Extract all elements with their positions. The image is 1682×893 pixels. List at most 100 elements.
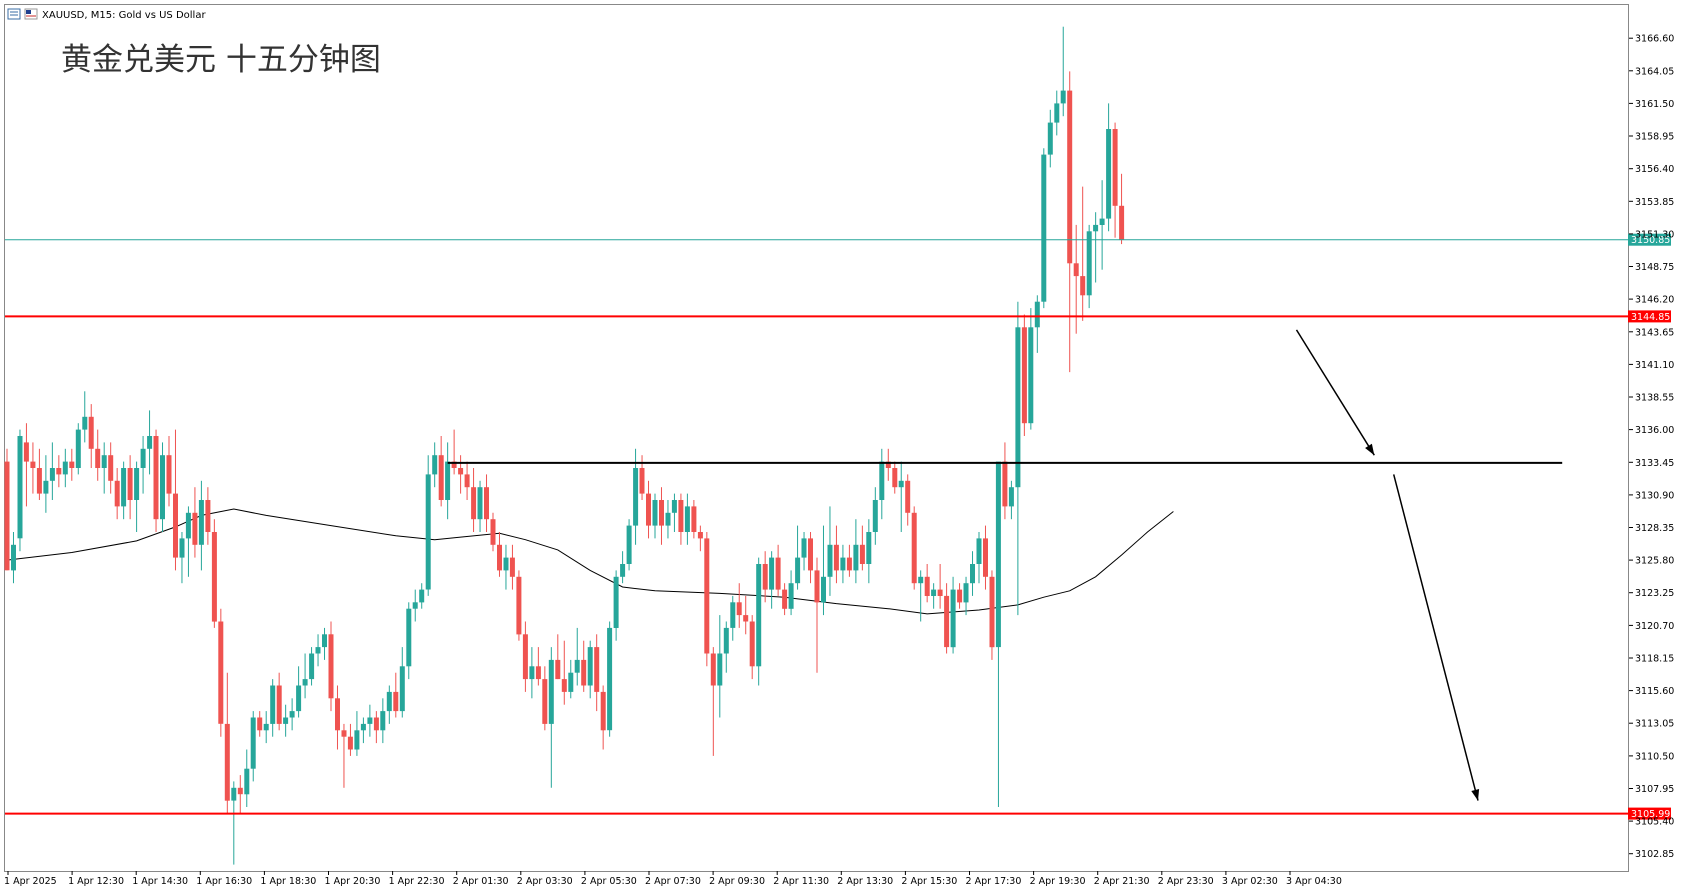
- y-tick-label: 3143.65: [1635, 327, 1674, 338]
- candle-body: [892, 468, 898, 488]
- current-price-tag: [1628, 233, 1671, 246]
- candle: [4, 448, 10, 571]
- flag-icon: [24, 8, 38, 20]
- candle: [736, 583, 742, 628]
- candle-body: [484, 487, 489, 520]
- time-axis[interactable]: 1 Apr 2025 1 Apr 12:30 1 Apr 14:30 1 Apr 16…: [4, 871, 1342, 887]
- price-axis[interactable]: 3166.60 3164.05 3161.50 3158.95 3156.40 3153.…: [1629, 34, 1674, 861]
- candle-body: [574, 659, 580, 673]
- candle: [704, 532, 710, 667]
- candle-body: [153, 436, 159, 520]
- candle: [717, 615, 723, 718]
- candle: [905, 474, 911, 526]
- candle-body: [1008, 487, 1014, 507]
- candle: [134, 461, 140, 532]
- candle: [626, 519, 632, 571]
- candle: [432, 442, 438, 488]
- candle-body: [522, 634, 528, 680]
- candle: [691, 500, 697, 539]
- candle-body: [827, 544, 833, 577]
- candle-body: [944, 595, 950, 648]
- candle: [827, 506, 833, 596]
- candle-body: [535, 666, 541, 680]
- candle: [555, 634, 561, 680]
- candle: [678, 493, 684, 545]
- candle: [166, 436, 172, 507]
- candle-body: [211, 532, 217, 622]
- price-tag-label: 3150.85: [1631, 235, 1670, 246]
- candle: [160, 442, 165, 532]
- candle: [328, 621, 334, 712]
- candle: [205, 487, 211, 545]
- candle: [1047, 109, 1053, 168]
- candle: [1086, 224, 1092, 309]
- candle: [451, 429, 457, 475]
- candle: [989, 570, 995, 660]
- candle-body: [360, 723, 366, 731]
- candle: [568, 659, 574, 699]
- candle-body: [937, 589, 943, 596]
- candle: [963, 576, 969, 616]
- candle-body: [626, 525, 632, 564]
- x-tick-label: 3 Apr 02:30: [1222, 876, 1278, 887]
- x-tick-label: 1 Apr 2025: [4, 876, 57, 887]
- candle: [354, 711, 360, 756]
- candle: [859, 525, 865, 571]
- candle: [957, 583, 963, 609]
- candle-body: [160, 455, 165, 520]
- arrow-shaft: [1295, 329, 1375, 456]
- y-tick-label: 3146.20: [1635, 295, 1674, 306]
- plot-area[interactable]: [4, 4, 1629, 872]
- candle-body: [983, 538, 988, 577]
- candle-body: [289, 711, 295, 718]
- y-tick-label: 3130.90: [1635, 490, 1674, 501]
- candle: [302, 653, 308, 699]
- candle: [393, 672, 399, 718]
- candle-body: [399, 666, 405, 712]
- candle-body: [503, 557, 509, 571]
- candle-body: [1054, 103, 1060, 123]
- candle: [257, 711, 263, 737]
- down-arrow[interactable]: [1392, 474, 1480, 801]
- key-level-tag: [1628, 807, 1671, 820]
- chart-window-icon[interactable]: [7, 8, 21, 20]
- candle: [983, 525, 988, 590]
- candle-body: [594, 647, 600, 692]
- candle: [140, 436, 146, 494]
- candle: [1093, 212, 1099, 283]
- candle: [127, 455, 133, 520]
- candle-body: [1119, 205, 1125, 240]
- candle: [730, 595, 736, 641]
- candle: [11, 532, 16, 584]
- candle: [477, 480, 483, 532]
- candle: [43, 455, 49, 513]
- candle-body: [697, 532, 703, 539]
- candle: [911, 506, 917, 590]
- candle: [322, 627, 327, 660]
- candle: [315, 634, 321, 667]
- candle-body: [814, 570, 820, 603]
- candle: [1067, 71, 1073, 373]
- candle: [743, 595, 749, 635]
- down-arrow[interactable]: [1295, 329, 1375, 456]
- candle: [762, 551, 768, 603]
- candle: [535, 647, 541, 686]
- candle: [17, 429, 23, 552]
- candle-body: [1034, 301, 1040, 328]
- candle: [561, 640, 567, 705]
- candle-body: [924, 576, 930, 596]
- candle-body: [1073, 263, 1079, 277]
- candle: [1080, 186, 1086, 321]
- candle-body: [749, 621, 755, 667]
- candle-body: [1021, 327, 1027, 424]
- y-tick-label: 3105.40: [1635, 817, 1674, 828]
- candle: [885, 448, 891, 481]
- candle-body: [276, 685, 282, 724]
- candle-body: [1028, 327, 1034, 424]
- candle: [710, 647, 716, 756]
- candle-body: [121, 468, 127, 507]
- candle-body: [555, 659, 561, 680]
- candle-body: [425, 474, 431, 590]
- candle-body: [490, 519, 496, 545]
